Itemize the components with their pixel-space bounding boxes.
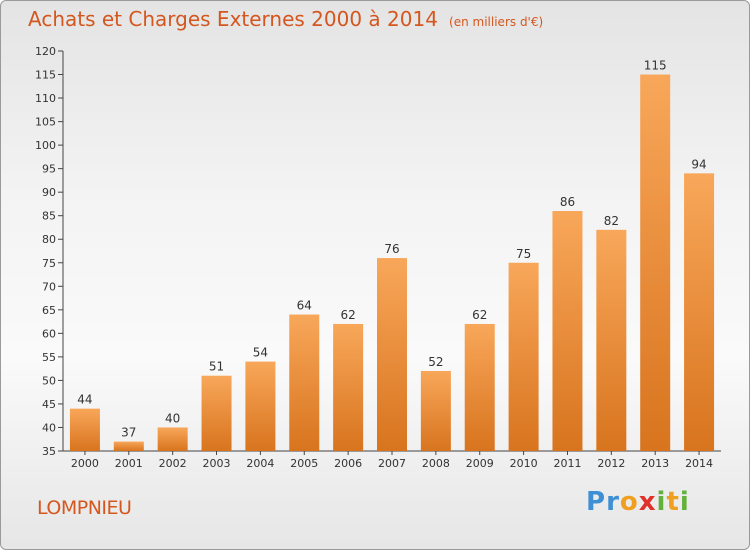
y-tick-label: 90	[42, 186, 56, 199]
bar-2005	[289, 314, 320, 451]
x-tick-label: 2010	[510, 457, 538, 470]
y-tick-label: 80	[42, 233, 56, 246]
bar-value-label: 82	[604, 214, 619, 228]
bar-2004	[245, 361, 276, 451]
bar-2013	[640, 74, 671, 451]
bar-value-label: 62	[340, 308, 355, 322]
y-tick-label: 50	[42, 374, 56, 387]
bar-value-label: 51	[209, 360, 224, 374]
bar-value-label: 86	[560, 195, 575, 209]
y-tick-label: 120	[35, 45, 56, 58]
x-tick-label: 2002	[159, 457, 187, 470]
x-tick-label: 2014	[685, 457, 713, 470]
y-tick-label: 95	[42, 163, 56, 176]
x-tick-label: 2003	[203, 457, 231, 470]
bar-2002	[157, 427, 188, 451]
bar-2007	[377, 258, 407, 451]
y-tick-label: 65	[42, 304, 56, 317]
bar-value-label: 115	[644, 59, 667, 73]
y-tick-label: 35	[42, 445, 56, 458]
chart-title-text: Achats et Charges Externes 2000 à 2014	[28, 7, 438, 31]
y-tick-label: 110	[35, 92, 56, 105]
x-tick-label: 2005	[290, 457, 318, 470]
bar-value-label: 75	[516, 247, 531, 261]
y-tick-label: 55	[42, 351, 56, 364]
bar-2000	[69, 408, 100, 451]
x-tick-label: 2004	[246, 457, 274, 470]
bar-value-label: 37	[121, 426, 136, 440]
chart-title: Achats et Charges Externes 2000 à 2014 (…	[28, 7, 543, 31]
x-tick-label: 2013	[641, 457, 669, 470]
x-tick-label: 2012	[597, 457, 625, 470]
bar-2009	[464, 323, 495, 451]
bar-value-label: 44	[77, 393, 92, 407]
bar-value-label: 62	[472, 308, 487, 322]
chart-unit-text: (en milliers d'€)	[449, 15, 544, 29]
y-tick-label: 75	[42, 257, 56, 270]
x-tick-label: 2007	[378, 457, 406, 470]
bar-2012	[596, 229, 627, 451]
y-tick-label: 40	[42, 421, 56, 434]
x-tick-label: 2008	[422, 457, 450, 470]
y-tick-label: 45	[42, 398, 56, 411]
bar-2001	[113, 441, 144, 451]
y-tick-label: 60	[42, 327, 56, 340]
y-tick-label: 85	[42, 210, 56, 223]
bar-2006	[333, 323, 364, 451]
bar-value-label: 76	[384, 242, 399, 256]
bar-2008	[420, 371, 451, 451]
bar-value-label: 94	[691, 157, 706, 171]
city-name: LOMPNIEU	[37, 497, 132, 519]
bar-2003	[201, 375, 232, 451]
bar-value-label: 52	[428, 355, 443, 369]
y-tick-label: 115	[35, 69, 56, 82]
bar-value-label: 40	[165, 411, 180, 425]
y-tick-label: 100	[35, 139, 56, 152]
bar-2011	[552, 211, 583, 451]
bar-value-label: 64	[297, 299, 312, 313]
bar-value-label: 54	[253, 346, 268, 360]
y-tick-label: 70	[42, 280, 56, 293]
x-tick-label: 2009	[466, 457, 494, 470]
x-tick-label: 2006	[334, 457, 362, 470]
proxiti-logo: Proxiti	[586, 487, 690, 517]
x-tick-label: 2000	[71, 457, 99, 470]
x-tick-label: 2001	[115, 457, 143, 470]
bar-2010	[508, 262, 539, 451]
y-tick-label: 105	[35, 116, 56, 129]
x-tick-label: 2011	[553, 457, 581, 470]
bar-2014	[684, 173, 715, 451]
